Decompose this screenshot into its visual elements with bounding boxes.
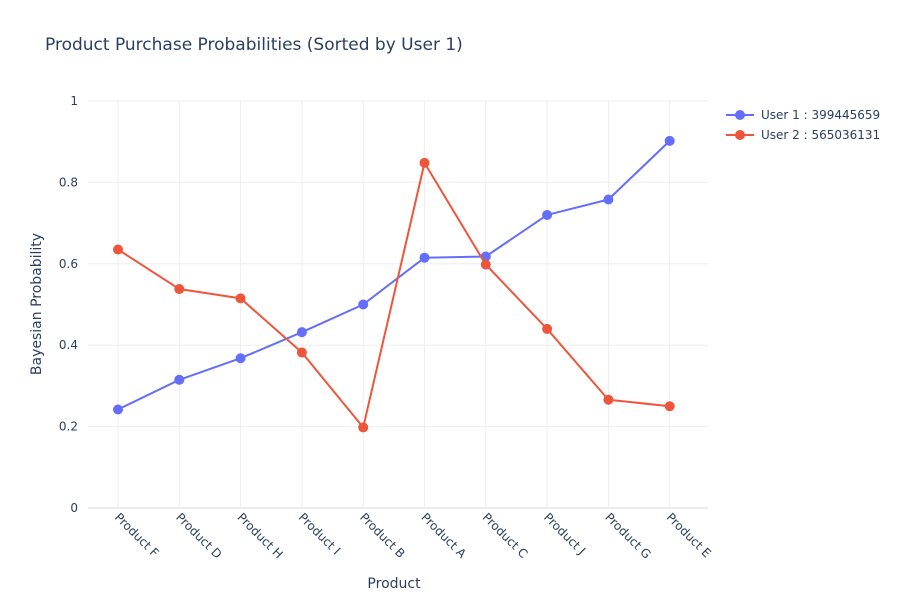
y-axis-ticks: 0 0.2 0.4 0.6 0.8 1 [59, 94, 78, 515]
x-tick-label: Product H [234, 510, 285, 561]
legend-label: User 1 : 399445659 [761, 108, 880, 122]
data-point-user-1[interactable] [419, 252, 430, 263]
data-point-user-2[interactable] [358, 422, 369, 433]
legend-label: User 2 : 565036131 [761, 128, 880, 142]
chart-title: Product Purchase Probabilities (Sorted b… [45, 35, 463, 55]
data-point-user-1[interactable] [235, 353, 246, 364]
y-tick-label: 0.4 [59, 338, 78, 352]
x-tick-label: Product C [480, 510, 531, 561]
grid [88, 100, 708, 509]
x-tick-label: Product G [602, 510, 653, 561]
legend-item-user-2[interactable]: User 2 : 565036131 [726, 128, 880, 142]
y-tick-label: 0.6 [59, 257, 78, 271]
data-point-user-2[interactable] [542, 323, 553, 334]
data-point-user-2[interactable] [603, 394, 614, 405]
legend-marker [735, 130, 745, 140]
x-tick-label: Product I [296, 510, 343, 557]
data-point-user-2[interactable] [664, 401, 675, 412]
data-point-user-1[interactable] [174, 374, 185, 385]
y-tick-label: 0.2 [59, 420, 78, 434]
data-point-user-1[interactable] [603, 194, 614, 205]
y-tick-label: 1 [70, 94, 78, 108]
y-tick-label: 0.8 [59, 175, 78, 189]
data-point-user-2[interactable] [419, 157, 430, 168]
series-line-user-2 [117, 161, 670, 429]
series-line-user-1 [117, 140, 671, 411]
data-point-user-1[interactable] [358, 299, 369, 310]
legend-item-user-1[interactable]: User 1 : 399445659 [726, 108, 880, 122]
data-point-user-1[interactable] [664, 135, 675, 146]
x-tick-label: Product B [357, 510, 408, 561]
series-layer [113, 135, 675, 433]
y-axis-title: Bayesian Probability [29, 233, 45, 375]
legend-marker [735, 110, 745, 120]
x-axis-title: Product [367, 576, 421, 592]
data-point-user-2[interactable] [174, 284, 185, 295]
data-point-user-2[interactable] [480, 259, 491, 270]
x-tick-label: Product E [664, 510, 714, 560]
x-tick-label: Product A [418, 510, 469, 561]
data-point-user-1[interactable] [113, 404, 123, 415]
legend[interactable]: User 1 : 399445659 User 2 : 565036131 [726, 108, 880, 142]
data-point-user-2[interactable] [296, 347, 307, 358]
x-tick-label: Product J [541, 510, 588, 557]
x-axis-ticks: Product F Product D Product H Product I Prod… [112, 510, 714, 561]
y-tick-label: 0 [70, 501, 78, 515]
data-point-user-2[interactable] [235, 293, 246, 304]
data-point-user-1[interactable] [542, 209, 553, 220]
data-point-user-2[interactable] [113, 244, 123, 255]
x-tick-label: Product F [112, 510, 162, 560]
x-tick-label: Product D [173, 510, 224, 561]
data-point-user-1[interactable] [296, 327, 307, 338]
